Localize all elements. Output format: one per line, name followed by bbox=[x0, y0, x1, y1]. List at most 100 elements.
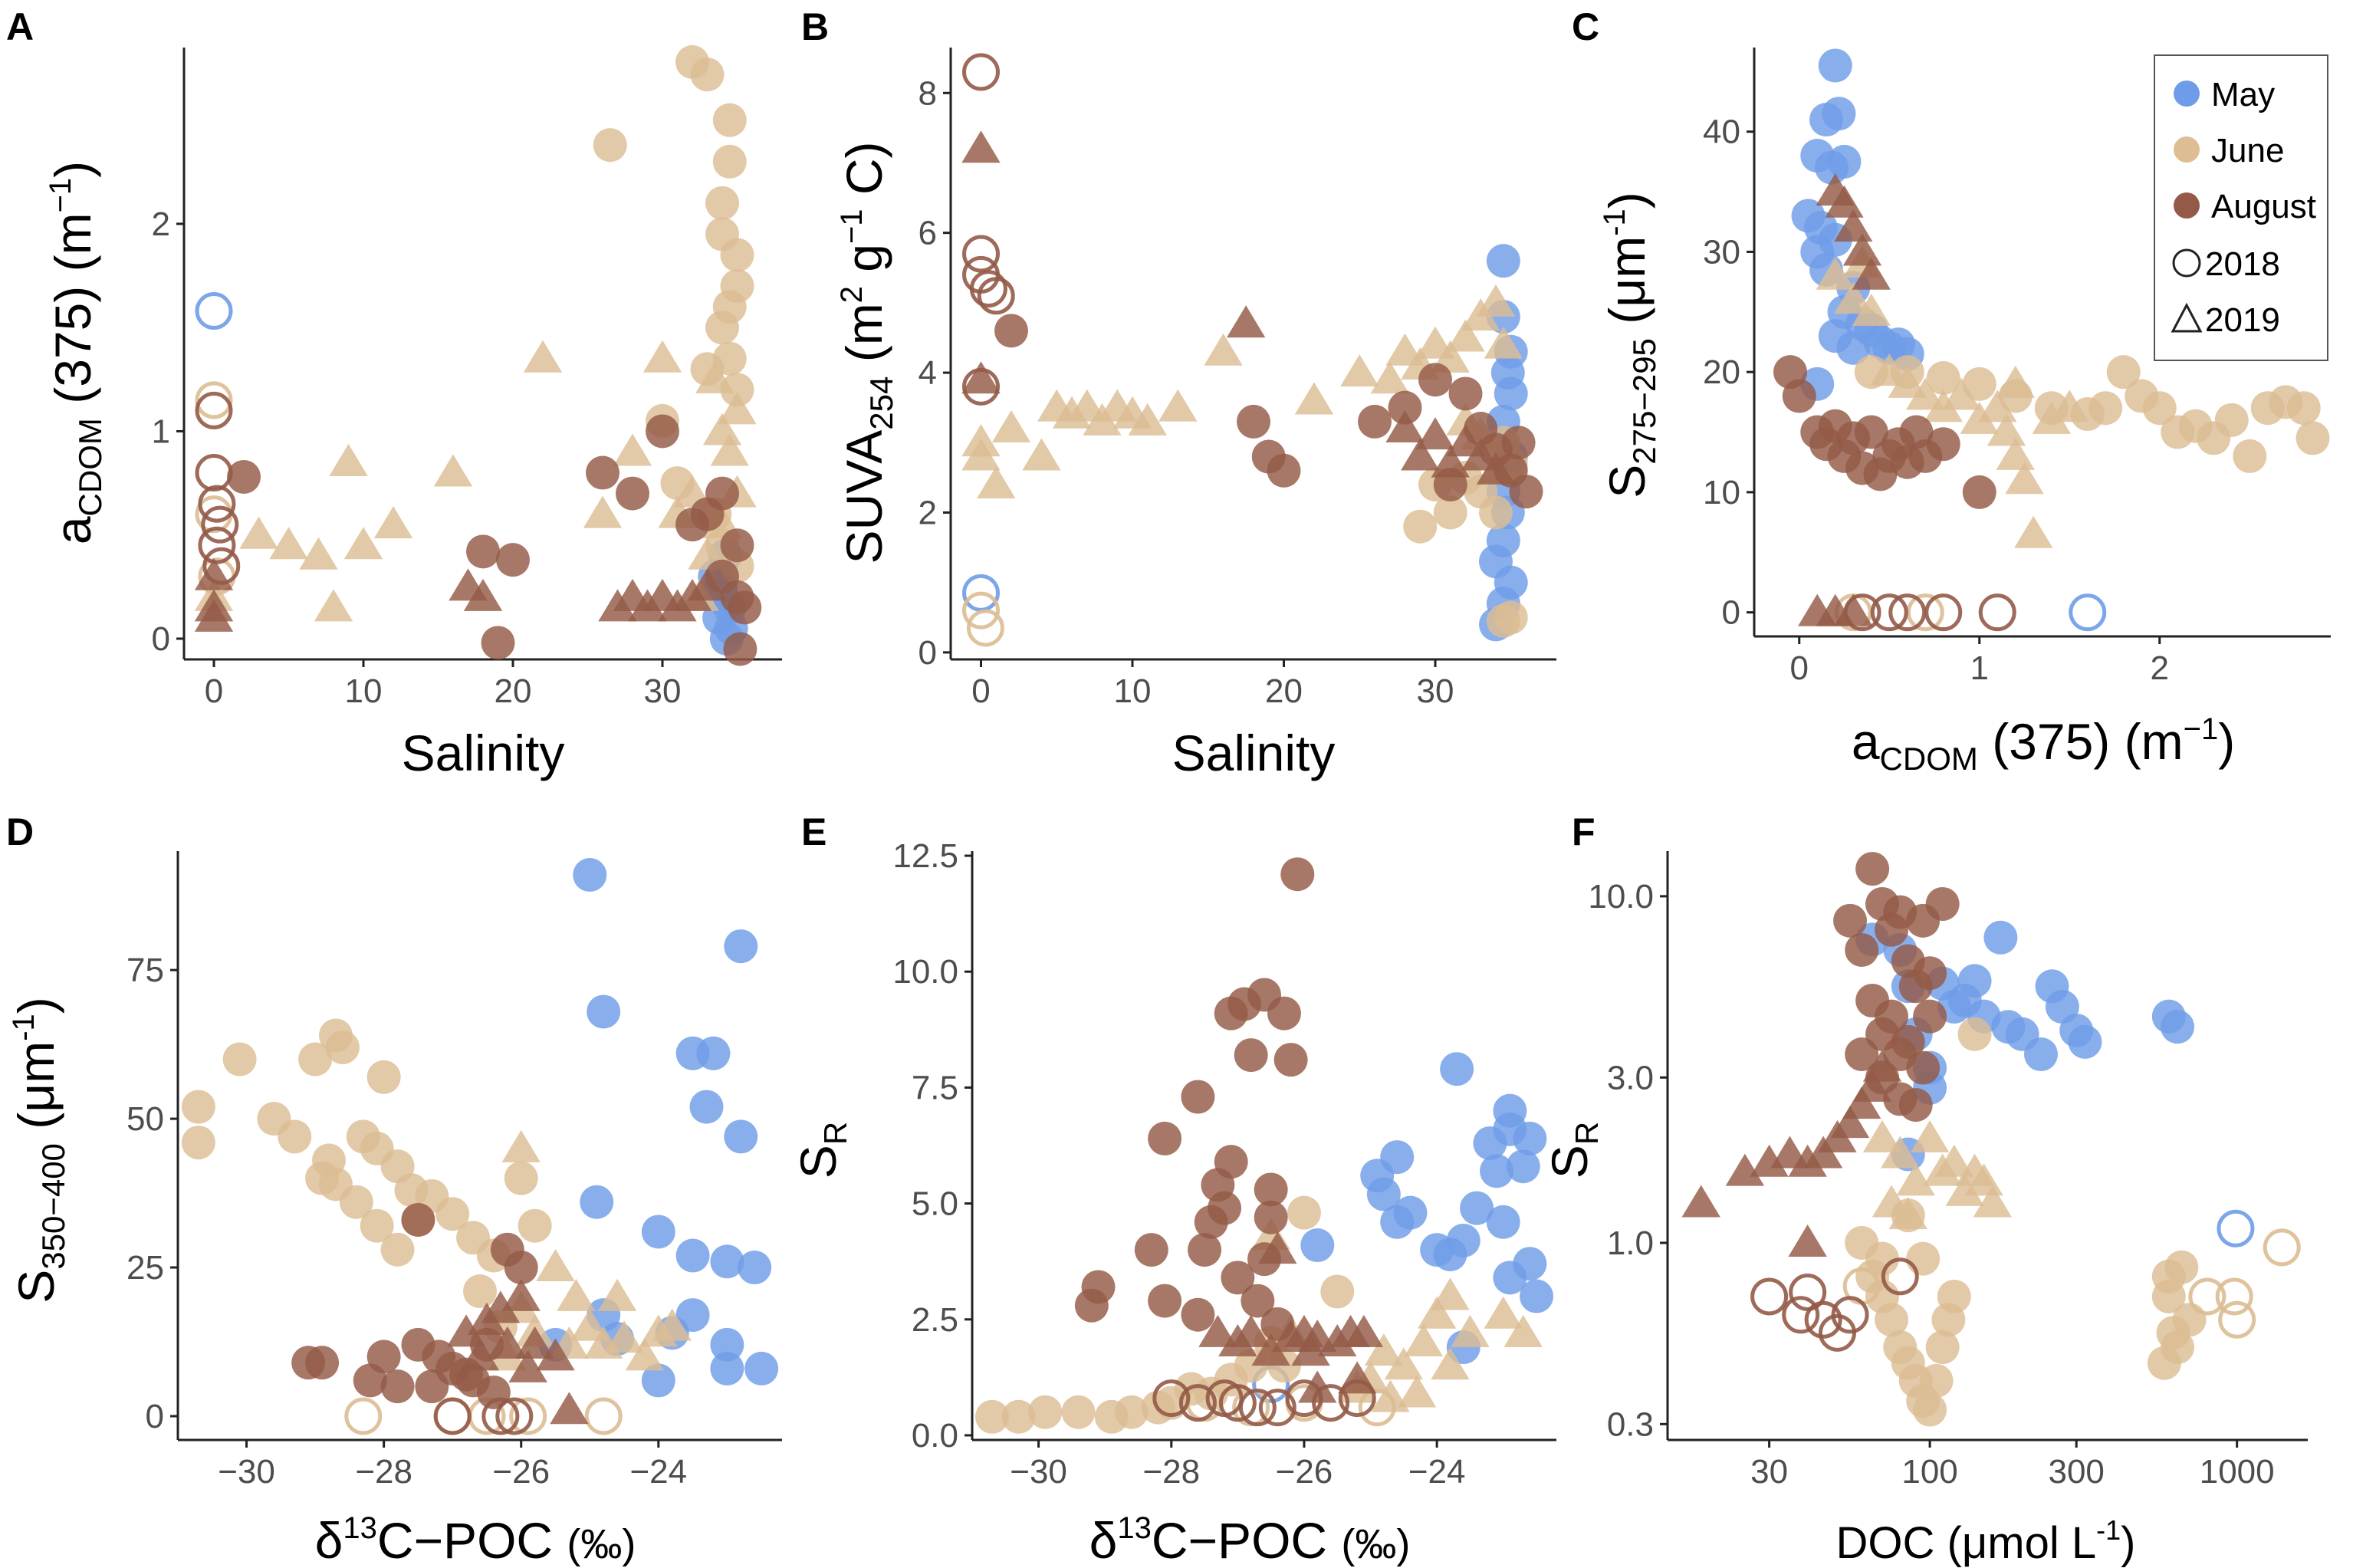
panel-f-point bbox=[1937, 1279, 1971, 1313]
panel-b-marks bbox=[961, 53, 1543, 647]
panel-a-point bbox=[712, 103, 747, 137]
panel-e-x-tick-label: −30 bbox=[1010, 1453, 1067, 1491]
panel-f-point bbox=[2218, 1300, 2256, 1339]
panel-a-point bbox=[329, 444, 368, 477]
panel-a-point bbox=[705, 186, 739, 220]
panel-e-point bbox=[1513, 1121, 1547, 1155]
panel-d-point bbox=[344, 1397, 383, 1435]
panel-d-point bbox=[380, 1232, 415, 1267]
panel-e-y-tick-label: 7.5 bbox=[912, 1069, 958, 1106]
panel-b-point bbox=[1388, 390, 1422, 425]
panel-a-point bbox=[195, 292, 233, 330]
panel-c-point bbox=[1962, 367, 1996, 401]
panel-f-y-tick-label: 3.0 bbox=[1607, 1059, 1654, 1096]
panel-c-point bbox=[1996, 437, 2035, 470]
legend-june-label: June bbox=[2211, 132, 2284, 169]
panel-d-x-tick-label: −24 bbox=[629, 1453, 687, 1491]
panel-c-point bbox=[1854, 415, 1888, 449]
panel-e-y-tick-label: 10.0 bbox=[892, 953, 958, 991]
panel-c-point bbox=[2014, 515, 2053, 548]
panel-a-y-tick-label: 0 bbox=[152, 620, 170, 658]
panel-f-point bbox=[2161, 1010, 2195, 1044]
panel-d-point bbox=[360, 1208, 394, 1243]
panel-f-point bbox=[1881, 1257, 1919, 1296]
panel-c-point bbox=[1906, 377, 1945, 410]
panel-a-point bbox=[593, 128, 627, 163]
panel-b-point bbox=[1494, 376, 1528, 411]
panel-b-point bbox=[962, 235, 1000, 273]
panel-a-point bbox=[496, 543, 530, 577]
panel-c-point bbox=[1978, 390, 2017, 422]
panel-b-point bbox=[1128, 403, 1167, 436]
panel-b-point bbox=[1358, 404, 1392, 439]
panel-c-point bbox=[1924, 593, 1963, 632]
panel-d-point bbox=[744, 1351, 779, 1386]
panel-e-point bbox=[1214, 996, 1248, 1031]
panel-c-point bbox=[2034, 391, 2069, 426]
panel-f-x-tick-label: 1000 bbox=[2200, 1453, 2275, 1491]
panel-f-point bbox=[1804, 1300, 1842, 1339]
panel-b: B 0 10 20 30 0 2 4 6 8 Salinity SUVA254 (m2 g−1 … bbox=[801, 5, 1556, 781]
panel-c-x-label: aCDOM (375) (m−1) bbox=[1852, 712, 2235, 777]
panel-e-point bbox=[1028, 1395, 1063, 1429]
panel-d-point bbox=[689, 1090, 724, 1124]
panel-f-point bbox=[1910, 1119, 1950, 1152]
panel-label-f: F bbox=[1572, 810, 1596, 853]
panel-e-point bbox=[1061, 1395, 1096, 1429]
panel-c-point bbox=[1926, 361, 1960, 396]
panel-c-y-tick-label: 40 bbox=[1703, 113, 1740, 151]
panel-a: A 0 10 20 30 0 1 2 Salinity aCDOM (375) (m−1) bbox=[6, 5, 782, 781]
panel-d-point bbox=[696, 1036, 731, 1070]
panel-a-point bbox=[195, 381, 233, 419]
panel-c-point bbox=[2286, 391, 2321, 426]
panel-b-point bbox=[961, 361, 1001, 394]
panel-b-point bbox=[961, 438, 1001, 471]
panel-f-point bbox=[1913, 1392, 1947, 1427]
panel-a-point bbox=[239, 516, 278, 549]
panel-b-x-tick-label: 30 bbox=[1417, 672, 1454, 710]
panel-label-e: E bbox=[801, 810, 827, 853]
panel-f-x-tick-label: 100 bbox=[1901, 1453, 1957, 1491]
legend-may-swatch bbox=[2174, 81, 2200, 107]
panel-c-x-tick-label: 1 bbox=[1970, 649, 1989, 687]
panel-b-x-label: Salinity bbox=[1172, 725, 1336, 781]
panel-a-x-tick-label: 30 bbox=[644, 672, 682, 710]
panel-e-point bbox=[1320, 1274, 1355, 1309]
panel-a-point bbox=[201, 505, 239, 544]
panel-a-point bbox=[702, 413, 742, 445]
panel-f-point bbox=[2023, 1037, 2058, 1072]
panel-d-point bbox=[710, 1327, 744, 1362]
panel-e-point bbox=[1300, 1228, 1335, 1263]
panel-b-y-tick-label: 2 bbox=[919, 494, 937, 531]
panel-f-y-tick-label: 10.0 bbox=[1588, 878, 1654, 915]
panel-e-point bbox=[1114, 1395, 1149, 1429]
panel-f-point bbox=[1750, 1144, 1789, 1177]
panel-d-point bbox=[625, 1338, 665, 1371]
panel-c-point bbox=[1834, 209, 1873, 242]
legend: May June August 2018 2019 bbox=[2154, 54, 2328, 361]
panel-a-point bbox=[723, 632, 757, 666]
panel-e-point bbox=[1198, 1314, 1237, 1347]
panel-b-point bbox=[1158, 389, 1198, 422]
panel-b-y-tick-label: 4 bbox=[919, 354, 937, 392]
panel-b-point bbox=[1370, 361, 1409, 394]
panel-c-point bbox=[1906, 593, 1944, 632]
panel-d-point bbox=[476, 1375, 511, 1409]
panel-d-point bbox=[652, 1308, 692, 1341]
panel-f-point bbox=[1925, 1330, 1960, 1365]
panel-a-point bbox=[481, 626, 515, 660]
panel-d-point bbox=[501, 1278, 541, 1311]
panel-f-y-label: SR bbox=[1541, 1122, 1605, 1178]
panel-a-point bbox=[343, 527, 383, 560]
panel-f-point bbox=[1875, 999, 1909, 1034]
panel-b-point bbox=[1418, 363, 1452, 397]
panel-a-point bbox=[373, 506, 413, 539]
panel-a-point bbox=[728, 590, 762, 625]
panel-a-point bbox=[712, 144, 747, 179]
panel-d-point bbox=[380, 1369, 415, 1404]
panel-d-point bbox=[675, 1238, 710, 1273]
legend-2018-swatch bbox=[2172, 248, 2201, 278]
panel-c-point bbox=[2295, 421, 2330, 455]
panel-c-point bbox=[1836, 330, 1871, 365]
